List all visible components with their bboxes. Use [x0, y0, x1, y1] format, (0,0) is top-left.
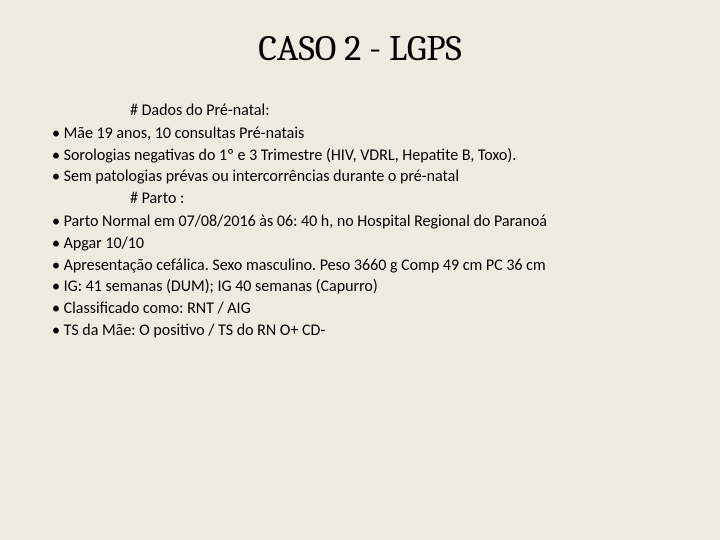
bullet-item: IG: 41 semanas (DUM); IG 40 semanas (Cap… [52, 277, 690, 298]
bullet-item: Sem patologias prévas ou intercorrências… [52, 167, 690, 188]
bullet-item: Sorologias negativas do 1º e 3 Trimestre… [52, 146, 690, 167]
section-header: # Dados do Pré-natal: [52, 101, 690, 122]
slide-title: CASO 2 - LGPS [0, 28, 720, 69]
bullet-item: Apresentação cefálica. Sexo masculino. P… [52, 256, 690, 277]
bullet-item: TS da Mãe: O positivo / TS do RN O+ CD- [52, 321, 690, 342]
section-header: # Parto : [52, 189, 690, 210]
bullet-item: Mãe 19 anos, 10 consultas Pré-natais [52, 124, 690, 145]
slide: CASO 2 - LGPS # Dados do Pré-natal: Mãe … [0, 0, 720, 540]
bullet-item: Apgar 10/10 [52, 234, 690, 255]
bullet-item: Classificado como: RNT / AIG [52, 299, 690, 320]
slide-content: # Dados do Pré-natal: Mãe 19 anos, 10 co… [0, 101, 720, 342]
bullet-item: Parto Normal em 07/08/2016 às 06: 40 h, … [52, 212, 690, 233]
